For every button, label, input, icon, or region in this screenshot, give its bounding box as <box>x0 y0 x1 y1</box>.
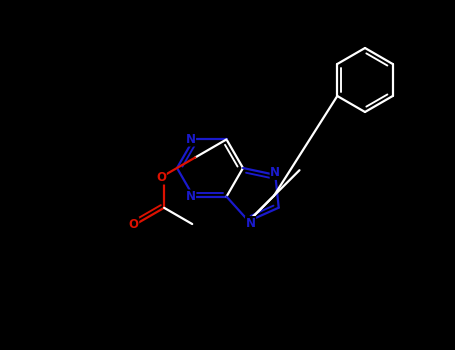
Text: N: N <box>186 133 196 146</box>
Text: N: N <box>246 217 256 230</box>
Text: O: O <box>129 218 139 231</box>
Text: O: O <box>156 171 166 184</box>
Text: N: N <box>186 190 196 203</box>
Text: N: N <box>270 166 280 179</box>
